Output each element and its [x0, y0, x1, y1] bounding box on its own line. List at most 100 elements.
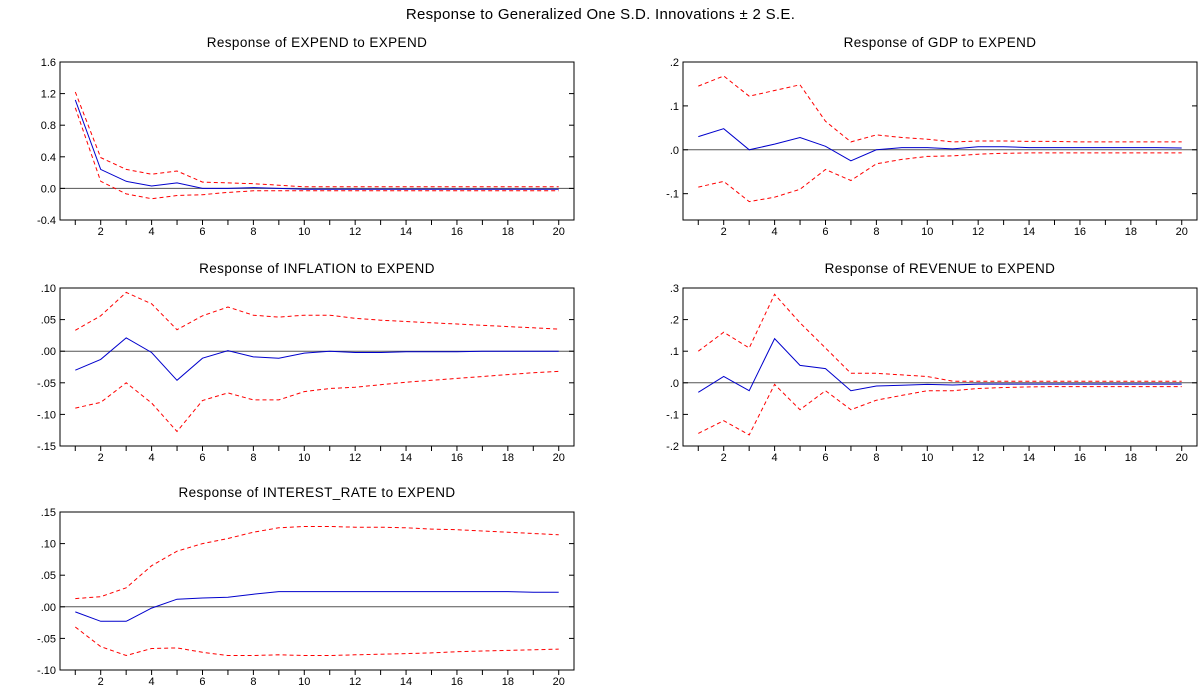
x-tick-label: 6: [199, 676, 205, 685]
x-tick-label: 12: [349, 676, 361, 685]
x-tick-label: 14: [400, 452, 412, 464]
x-tick-label: 2: [98, 452, 104, 464]
y-tick-label: .10: [41, 283, 56, 295]
x-tick-label: 2: [721, 452, 727, 464]
x-tick-label: 10: [298, 452, 310, 464]
panel-title: Response of GDP to EXPEND: [844, 35, 1037, 50]
y-tick-label: .00: [41, 602, 56, 614]
x-tick-label: 20: [553, 452, 565, 464]
y-tick-label: .00: [41, 346, 56, 358]
y-tick-label: 0.8: [41, 120, 56, 132]
x-tick-label: 20: [553, 226, 565, 238]
y-tick-label: -.05: [37, 633, 56, 645]
y-tick-label: 0.0: [41, 183, 56, 195]
y-tick-label: .1: [670, 346, 679, 358]
x-tick-label: 8: [250, 226, 256, 238]
panel-title: Response of REVENUE to EXPEND: [825, 261, 1056, 276]
x-tick-label: 2: [98, 676, 104, 685]
y-tick-label: -.10: [37, 409, 56, 421]
panel-title: Response of INTEREST_RATE to EXPEND: [178, 485, 455, 500]
x-tick-label: 10: [921, 226, 933, 238]
series-line-response: [75, 337, 559, 381]
x-tick-label: 16: [451, 452, 463, 464]
irf-panel-5: Response of INTEREST_RATE to EXPEND -.10 -…: [37, 485, 575, 685]
x-tick-label: 8: [250, 452, 256, 464]
x-tick-label: 6: [822, 226, 828, 238]
series-line-upper: [75, 526, 559, 600]
x-tick-label: 18: [1125, 452, 1137, 464]
series-line-response: [75, 591, 559, 622]
x-tick-label: 8: [873, 452, 879, 464]
y-tick-label: .10: [41, 539, 56, 551]
y-tick-label: .05: [41, 315, 56, 327]
x-tick-label: 6: [199, 452, 205, 464]
x-tick-label: 10: [298, 676, 310, 685]
series-line-upper: [74, 91, 559, 188]
y-tick-label: .2: [670, 57, 679, 69]
x-tick-label: 18: [502, 676, 514, 685]
series-line-lower: [74, 107, 559, 200]
x-tick-label: 4: [149, 676, 155, 685]
x-tick-label: 6: [199, 226, 205, 238]
plot-frame: [59, 287, 575, 447]
x-tick-label: 14: [400, 226, 412, 238]
x-tick-label: 18: [502, 452, 514, 464]
x-tick-label: 8: [873, 226, 879, 238]
x-tick-label: 14: [400, 676, 412, 685]
x-tick-label: 6: [822, 452, 828, 464]
y-tick-label: 1.2: [41, 89, 56, 101]
panel-title: Response of INFLATION to EXPEND: [199, 261, 435, 276]
y-tick-label: .15: [41, 507, 56, 519]
plot-frame: [59, 511, 575, 671]
x-tick-label: 12: [349, 452, 361, 464]
x-tick-label: 20: [1176, 226, 1188, 238]
y-tick-label: .2: [670, 315, 679, 327]
plot-frame: [682, 287, 1198, 447]
x-tick-label: 2: [721, 226, 727, 238]
x-tick-label: 4: [772, 452, 778, 464]
y-tick-label: .05: [41, 570, 56, 582]
y-tick-label: -.15: [37, 441, 56, 453]
y-tick-label: 0.4: [41, 152, 56, 164]
y-tick-label: .0: [670, 378, 679, 390]
x-tick-label: 14: [1023, 452, 1035, 464]
series-line-upper: [698, 293, 1182, 382]
y-tick-label: -.2: [666, 441, 679, 453]
y-tick-label: -.10: [37, 665, 56, 677]
y-tick-label: .0: [670, 145, 679, 157]
series-line-lower: [74, 626, 559, 657]
y-tick-label: -.05: [37, 378, 56, 390]
series-line-response: [698, 337, 1182, 393]
series-line-response: [74, 99, 559, 190]
y-tick-label: -.1: [666, 409, 679, 421]
x-tick-label: 20: [553, 676, 565, 685]
series-line-upper: [75, 291, 559, 331]
x-tick-label: 12: [972, 226, 984, 238]
x-tick-label: 14: [1023, 226, 1035, 238]
x-tick-label: 16: [451, 676, 463, 685]
x-tick-label: 16: [1074, 226, 1086, 238]
y-tick-label: 1.6: [41, 57, 56, 69]
x-tick-label: 10: [298, 226, 310, 238]
irf-panel-3: Response of INFLATION to EXPEND -.15 -.10 -…: [37, 261, 575, 464]
x-tick-label: 16: [451, 226, 463, 238]
plot-frame: [682, 61, 1198, 221]
x-tick-label: 4: [772, 226, 778, 238]
x-tick-label: 12: [972, 452, 984, 464]
series-line-lower: [698, 152, 1182, 203]
x-tick-label: 12: [349, 226, 361, 238]
x-tick-label: 18: [502, 226, 514, 238]
series-line-upper: [698, 75, 1182, 143]
y-tick-label: .3: [670, 283, 679, 295]
series-line-lower: [75, 370, 559, 433]
y-tick-label: .1: [670, 101, 679, 113]
figure-title: Response to Generalized One S.D. Innovat…: [405, 6, 796, 23]
irf-panel-2: Response of GDP to EXPEND -.1 .0 .1 .2 2 4 6 8 10…: [666, 35, 1198, 238]
x-tick-label: 18: [1125, 226, 1137, 238]
x-tick-label: 2: [98, 226, 104, 238]
x-tick-label: 10: [921, 452, 933, 464]
x-tick-label: 16: [1074, 452, 1086, 464]
irf-panel-1: Response of EXPEND to EXPEND -0.4 0.0 0.4 0.…: [37, 35, 575, 238]
y-tick-label: -.1: [666, 189, 679, 201]
